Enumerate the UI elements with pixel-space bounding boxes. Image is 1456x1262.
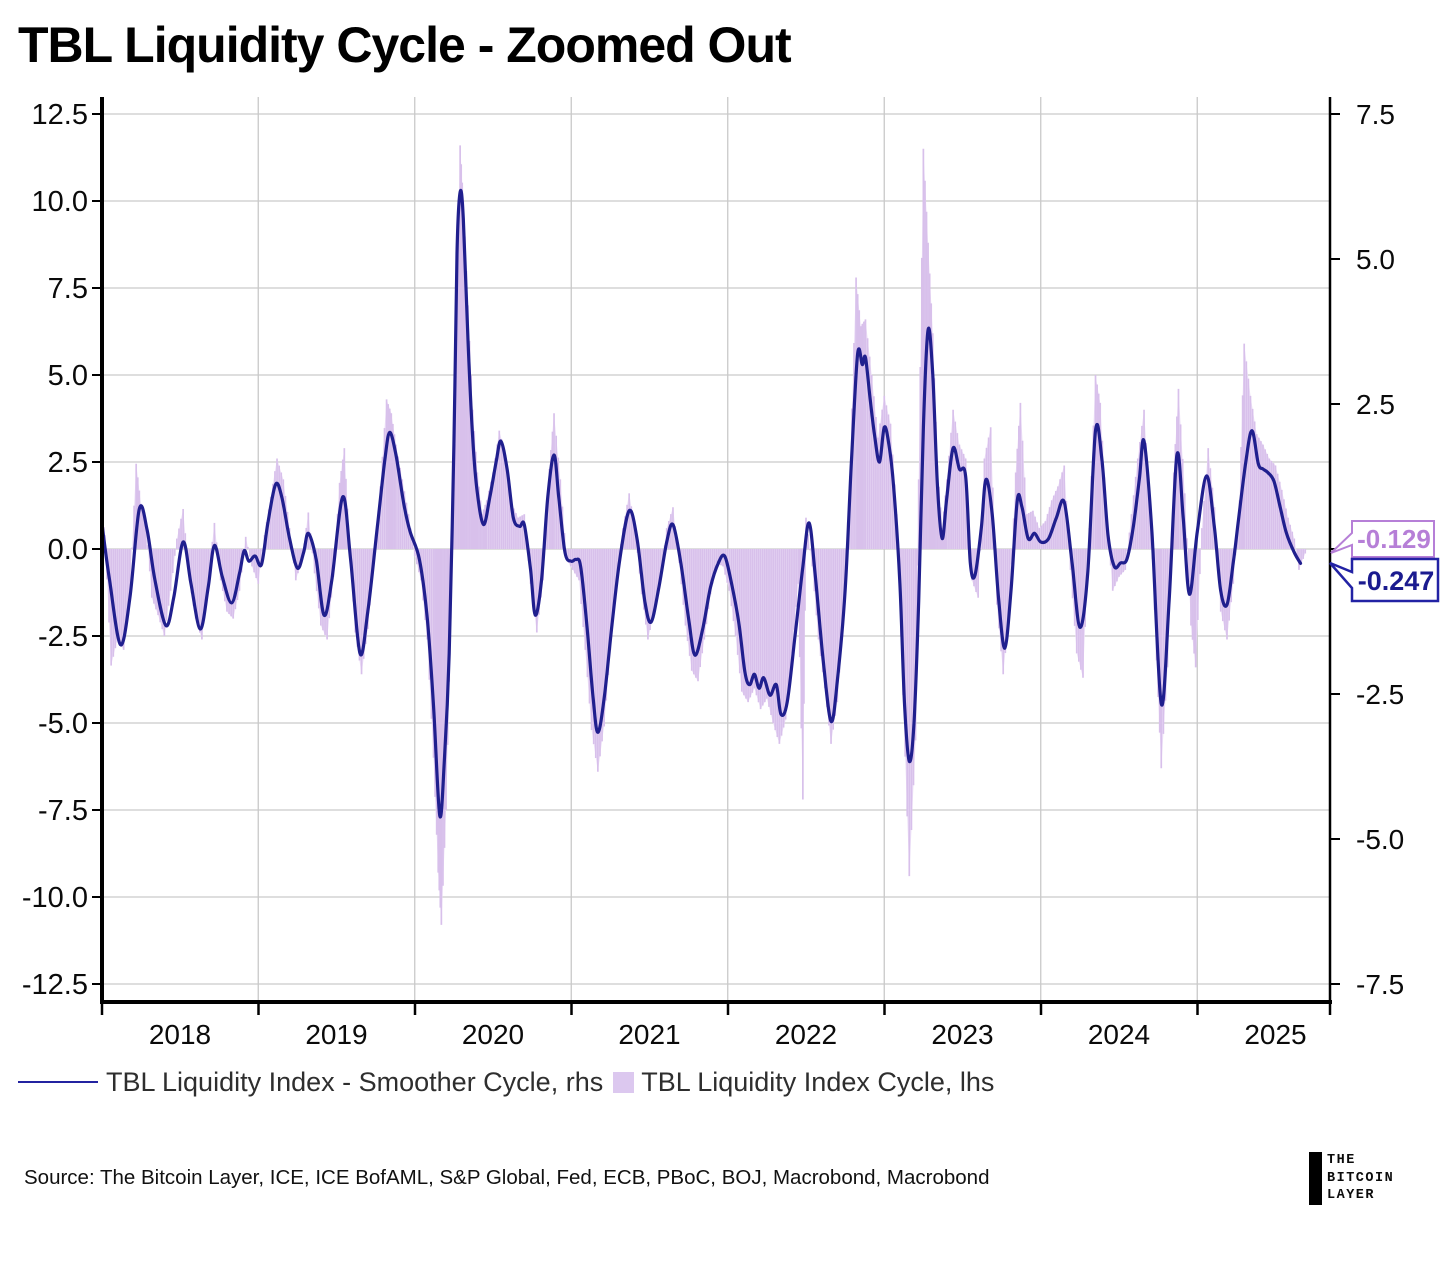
y-left-tick-label: 7.5 [48, 273, 88, 305]
smoother-line-series [100, 188, 1303, 819]
y-right-tick-label: -5.0 [1356, 824, 1404, 855]
axis-ticks [92, 113, 1340, 1015]
gridlines [102, 97, 1330, 1002]
y-left-tick-label: -12.5 [22, 969, 88, 1001]
value-callouts: -0.129 -0.247 [1329, 520, 1440, 603]
callout-cycle-value: -0.129 [1357, 524, 1431, 554]
source-note: Source: The Bitcoin Layer, ICE, ICE BofA… [24, 1166, 990, 1189]
cycle-area-series [101, 145, 1306, 925]
logo-bar [1309, 1152, 1322, 1205]
y-right-tick-label: 7.5 [1356, 99, 1395, 130]
plot-spines [100, 97, 1332, 1004]
logo-line-the: THE [1327, 1153, 1356, 1168]
y-left-tick-label: 0.0 [48, 534, 88, 566]
x-year-label: 2020 [462, 1019, 524, 1050]
y-left-tick-label: 10.0 [32, 186, 88, 218]
x-year-label: 2023 [931, 1019, 993, 1050]
y-left-tick-label: 12.5 [32, 99, 88, 131]
x-year-label: 2019 [305, 1019, 367, 1050]
callout-line-value: -0.247 [1358, 566, 1435, 596]
y-left-tick-label: 5.0 [48, 360, 88, 392]
callout-line-box [1329, 557, 1440, 603]
plot-svg: 12.5 10.0 7.5 5.0 2.5 0.0 -2.5 -5.0 -7.5 -10.0 -12… [22, 97, 1440, 1050]
legend-line-marker [18, 1081, 98, 1083]
chart-title: TBL Liquidity Cycle - Zoomed Out [18, 17, 792, 73]
y-left-tick-label: -5.0 [38, 708, 88, 740]
y-right-tick-label: -7.5 [1356, 969, 1404, 1000]
y-right-tick-label: 5.0 [1356, 244, 1395, 275]
x-year-label: 2025 [1244, 1019, 1306, 1050]
callout-cycle-box [1330, 520, 1435, 558]
the-bitcoin-layer-logo: THE BITCOIN LAYER [1309, 1152, 1394, 1205]
y-left-tick-label: -2.5 [38, 621, 88, 653]
y-right-tick-label: -2.5 [1356, 679, 1404, 710]
x-year-label: 2021 [618, 1019, 680, 1050]
axis-labels: 12.5 10.0 7.5 5.0 2.5 0.0 -2.5 -5.0 -7.5 -10.0 -12… [22, 99, 1404, 1050]
legend-label-cycle: TBL Liquidity Index Cycle, lhs [641, 1066, 995, 1097]
logo-line-layer: LAYER [1327, 1188, 1376, 1203]
y-left-tick-label: -7.5 [38, 795, 88, 827]
x-year-label: 2022 [775, 1019, 837, 1050]
plot-area: 12.5 10.0 7.5 5.0 2.5 0.0 -2.5 -5.0 -7.5 -10.0 -12… [22, 97, 1440, 1050]
x-year-label: 2024 [1088, 1019, 1150, 1050]
y-right-tick-label: 2.5 [1356, 389, 1395, 420]
legend-label-smoother-cycle: TBL Liquidity Index - Smoother Cycle, rh… [106, 1066, 604, 1097]
logo-line-bitcoin: BITCOIN [1327, 1170, 1395, 1186]
legend: TBL Liquidity Index - Smoother Cycle, rh… [18, 1062, 994, 1102]
logo-text: THE BITCOIN LAYER [1327, 1152, 1394, 1205]
legend-square-marker [613, 1071, 635, 1093]
y-left-tick-label: -10.0 [22, 882, 88, 914]
x-year-label: 2018 [149, 1019, 211, 1050]
y-left-tick-label: 2.5 [48, 447, 88, 479]
